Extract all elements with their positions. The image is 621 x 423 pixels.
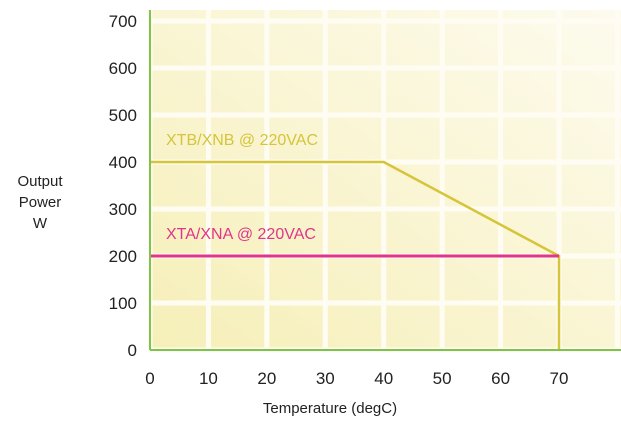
series-label-2: XTA/XNA @ 220VAC bbox=[166, 226, 316, 243]
series-labels: XTB/XNB @ 220VAC XTA/XNA @ 220VAC bbox=[166, 132, 318, 243]
x-tick-label: 40 bbox=[374, 369, 393, 388]
series-layer bbox=[150, 160, 561, 350]
x-tick-label: 30 bbox=[316, 369, 335, 388]
y-tick-label: 700 bbox=[109, 12, 137, 31]
x-tick-label: 20 bbox=[257, 369, 276, 388]
series-line-1 bbox=[150, 160, 561, 350]
y-tick-label: 200 bbox=[109, 247, 137, 266]
x-tick-label: 70 bbox=[550, 369, 569, 388]
y-tick-label: 100 bbox=[109, 294, 137, 313]
y-tick-label: 600 bbox=[109, 59, 137, 78]
x-tick-label: 0 bbox=[145, 369, 154, 388]
y-axis-title-line-2: Power bbox=[19, 194, 62, 211]
x-axis-title: Temperature (degC) bbox=[263, 400, 397, 417]
y-tick-label: 300 bbox=[109, 200, 137, 219]
y-axis-title: Output Power W bbox=[17, 173, 63, 232]
x-tick-label: 50 bbox=[433, 369, 452, 388]
y-axis-title-line-3: W bbox=[33, 215, 48, 232]
y-tick-labels: 0 100 200 300 400 500 600 700 bbox=[109, 12, 137, 360]
y-tick-label: 500 bbox=[109, 106, 137, 125]
x-tick-label: 10 bbox=[199, 369, 218, 388]
y-tick-label: 0 bbox=[128, 341, 137, 360]
series-label-1: XTB/XNB @ 220VAC bbox=[166, 132, 318, 149]
y-tick-label: 400 bbox=[109, 153, 137, 172]
x-tick-labels: 0 10 20 30 40 50 60 70 bbox=[145, 369, 568, 388]
y-axis-title-line-1: Output bbox=[17, 173, 63, 190]
x-tick-label: 60 bbox=[491, 369, 510, 388]
